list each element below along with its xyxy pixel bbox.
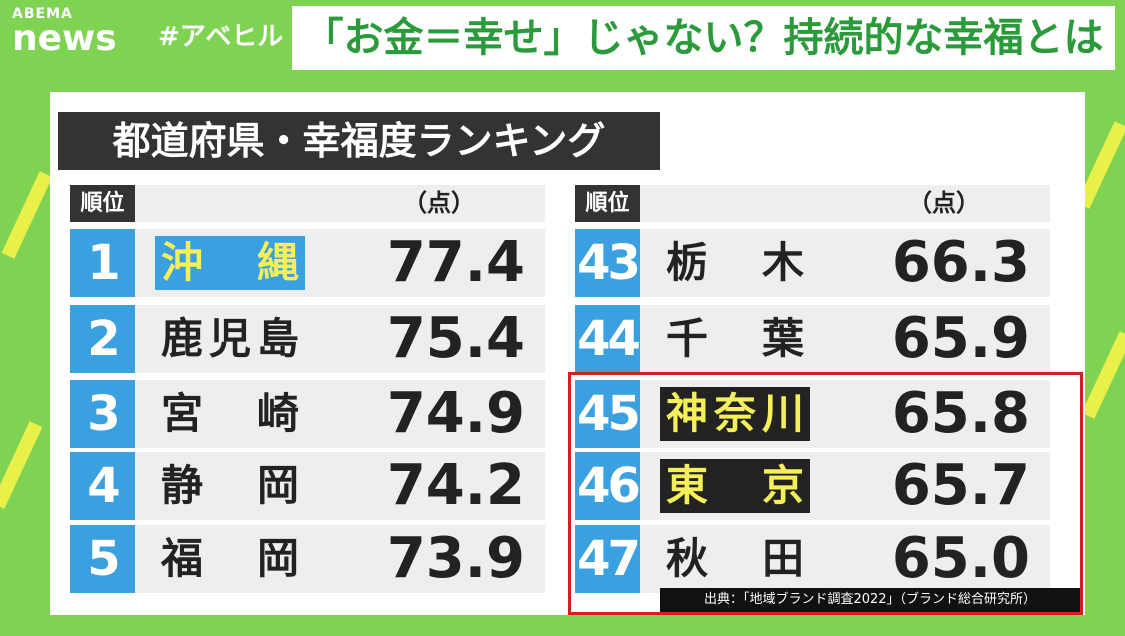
score: 77.4 <box>386 230 525 295</box>
ranking-row: 45 神奈川 65.8 <box>575 380 1050 448</box>
score: 65.9 <box>891 306 1030 371</box>
prefecture: 沖縄 <box>155 236 305 290</box>
prefecture: 宮崎 <box>161 389 299 438</box>
source-note: 出典：「地域ブランド調査2022」（ブランド総合研究所） <box>660 588 1080 612</box>
ranking-row: 47 秋田 65.0 <box>575 525 1050 593</box>
ranking-row: 1 沖縄 77.4 <box>70 229 545 297</box>
table-header: 順位 （点） <box>575 185 1050 222</box>
logo-bottom: news <box>12 18 117 59</box>
stripe <box>1 171 53 259</box>
ranking-row: 43 栃木 66.3 <box>575 229 1050 297</box>
score: 73.9 <box>386 526 525 591</box>
ranking-row: 4 静岡 74.2 <box>70 452 545 520</box>
score: 66.3 <box>891 230 1030 295</box>
prefecture: 鹿児島 <box>161 314 299 363</box>
column-score: （点） <box>908 189 980 217</box>
score: 74.2 <box>386 453 525 518</box>
prefecture: 栃木 <box>666 238 804 287</box>
rank: 44 <box>575 305 641 373</box>
rank: 5 <box>70 525 135 593</box>
prefecture: 東京 <box>660 459 810 513</box>
rank: 46 <box>575 452 641 520</box>
stripe <box>1081 331 1125 419</box>
column-score: （点） <box>403 189 475 217</box>
panel-title: 都道府県・幸福度ランキング <box>58 112 660 170</box>
rank: 3 <box>70 380 135 448</box>
ranking-row: 2 鹿児島 75.4 <box>70 305 545 373</box>
prefecture: 秋田 <box>666 534 804 583</box>
ranking-row: 3 宮崎 74.9 <box>70 380 545 448</box>
rank: 1 <box>70 229 135 297</box>
rank: 4 <box>70 452 135 520</box>
score: 75.4 <box>386 306 525 371</box>
logo: ABEMA news <box>12 6 117 59</box>
hashtag: #アベヒル <box>158 22 284 52</box>
prefecture: 静岡 <box>161 461 299 510</box>
ranking-row: 46 東京 65.7 <box>575 452 1050 520</box>
stripe <box>0 421 43 509</box>
highlight-frame <box>568 372 1083 615</box>
headline: 「お金＝幸せ」じゃない？持続的な幸福とは <box>292 6 1115 70</box>
prefecture: 福岡 <box>161 534 299 583</box>
prefecture: 神奈川 <box>660 387 810 441</box>
score: 74.9 <box>386 381 525 446</box>
column-rank: 順位 <box>70 185 135 222</box>
logo-top: ABEMA <box>12 6 73 22</box>
column-rank: 順位 <box>575 185 640 222</box>
rank: 45 <box>575 380 641 448</box>
rank: 2 <box>70 305 135 373</box>
rank: 47 <box>575 525 641 593</box>
ranking-row: 44 千葉 65.9 <box>575 305 1050 373</box>
score: 65.7 <box>891 453 1030 518</box>
score: 65.8 <box>891 381 1030 446</box>
rank: 43 <box>575 229 641 297</box>
prefecture: 千葉 <box>666 314 804 363</box>
ranking-row: 5 福岡 73.9 <box>70 525 545 593</box>
score: 65.0 <box>891 526 1030 591</box>
table-header: 順位 （点） <box>70 185 545 222</box>
